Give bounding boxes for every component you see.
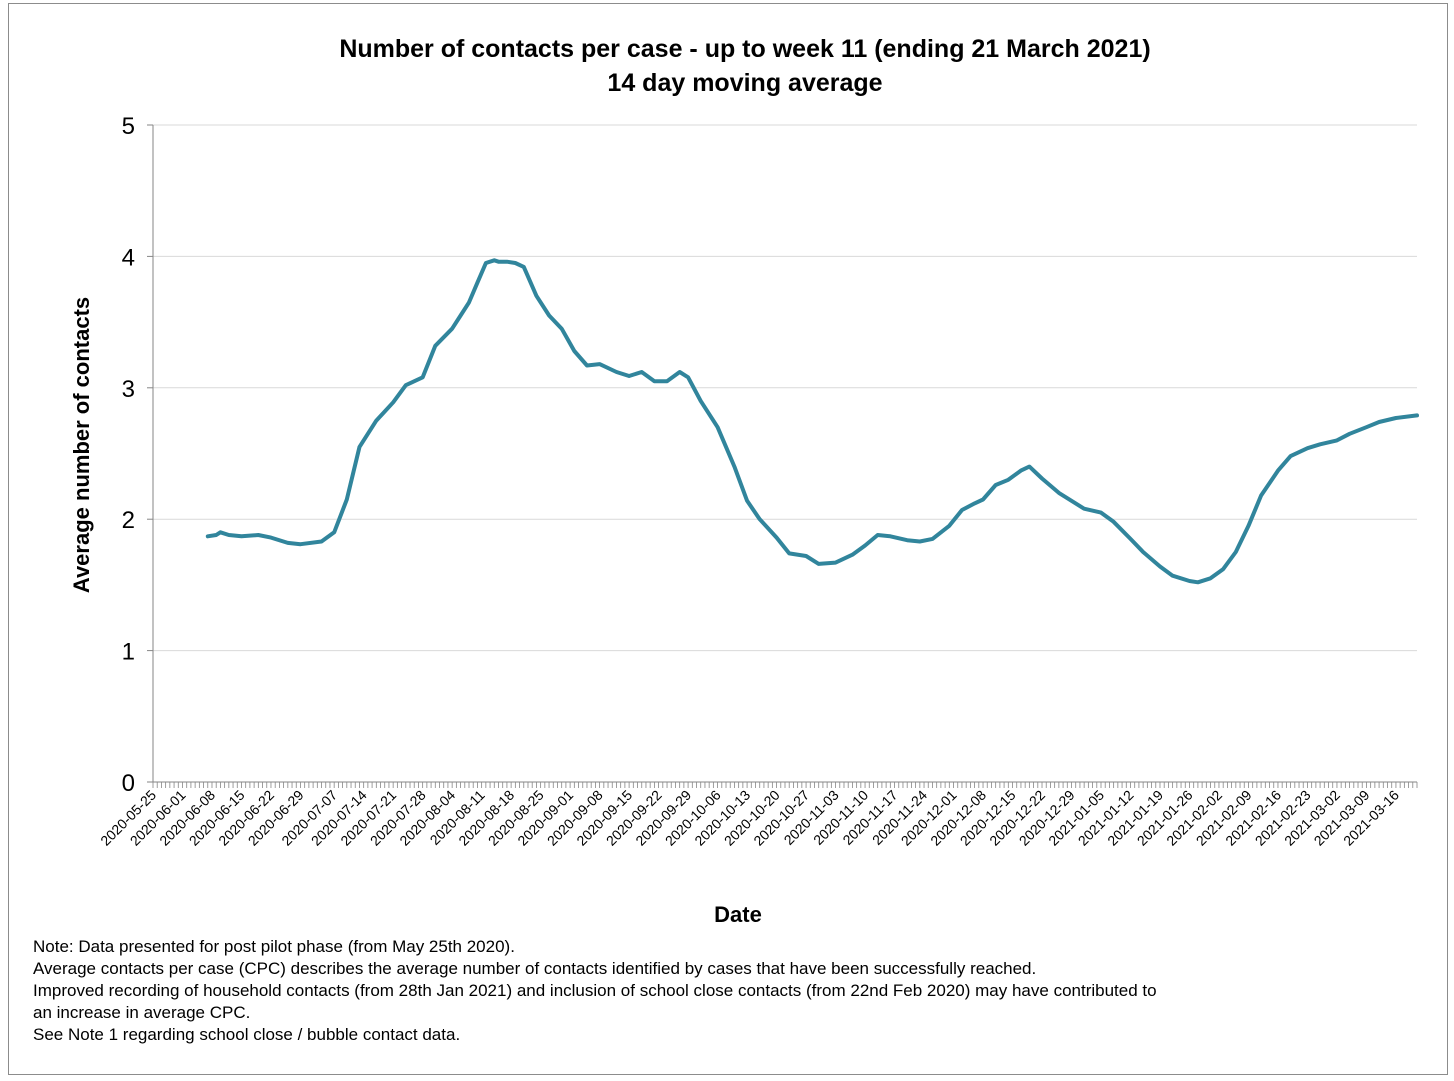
y-tick-label: 2 xyxy=(122,507,135,534)
y-axis-title: Average number of contacts xyxy=(69,297,94,593)
chart-title: Number of contacts per case - up to week… xyxy=(339,35,1150,63)
chart-title-group: Number of contacts per case - up to week… xyxy=(339,35,1150,97)
y-tick-label: 4 xyxy=(122,244,135,271)
note-line: Note: Data presented for post pilot phas… xyxy=(33,937,515,956)
note-line: an increase in average CPC. xyxy=(33,1003,251,1022)
x-axis-title: Date xyxy=(714,902,762,927)
chart-subtitle: 14 day moving average xyxy=(607,69,882,97)
y-tick-label: 3 xyxy=(122,376,135,403)
y-axis-ticks: 0 1 2 3 4 5 xyxy=(122,113,135,797)
note-line: Average contacts per case (CPC) describe… xyxy=(33,959,1037,978)
x-minor-ticks xyxy=(152,782,1418,788)
chart-frame xyxy=(8,3,1448,1075)
series-line xyxy=(205,258,1419,585)
axes xyxy=(147,124,1418,788)
y-tick-label: 1 xyxy=(122,639,135,666)
series-layer xyxy=(205,258,1419,585)
x-axis-ticks: 2020-05-252020-06-012020-06-082020-06-15… xyxy=(97,787,1402,849)
y-tick-label: 5 xyxy=(122,113,135,140)
chart-notes: Note: Data presented for post pilot phas… xyxy=(33,936,1443,1046)
note-line: See Note 1 regarding school close / bubb… xyxy=(33,1025,461,1044)
gridlines xyxy=(153,124,1417,652)
y-tick-label: 0 xyxy=(122,770,135,797)
note-line: Improved recording of household contacts… xyxy=(33,981,1157,1000)
